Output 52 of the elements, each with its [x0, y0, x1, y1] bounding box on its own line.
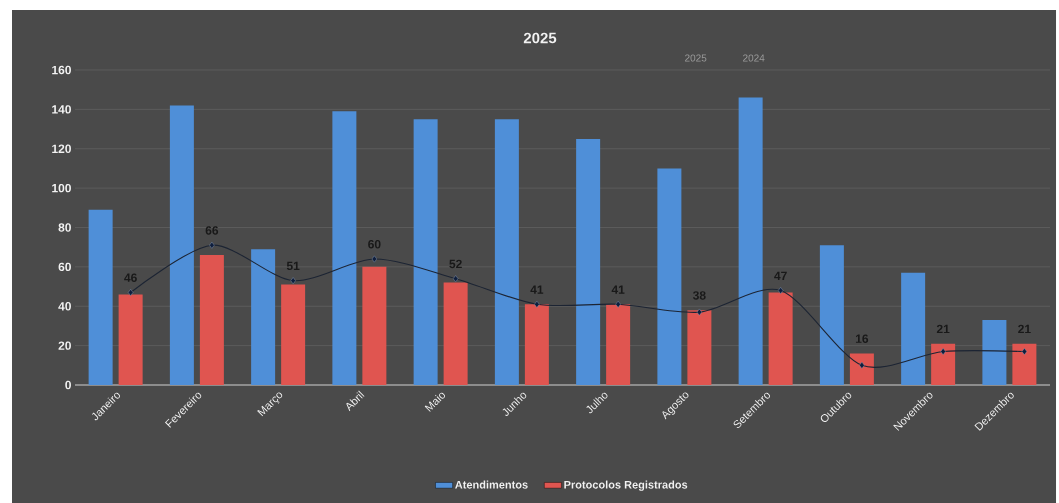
- legend-label: Atendimentos: [455, 480, 528, 489]
- point: [615, 300, 621, 308]
- bar: [901, 272, 926, 385]
- y-tick-label: 160: [52, 65, 71, 75]
- bar: [332, 111, 357, 385]
- bar: [1012, 343, 1037, 385]
- point: [128, 289, 134, 296]
- bar: [494, 119, 519, 385]
- text: 2024: [743, 54, 765, 62]
- y-tick-label: 40: [58, 302, 71, 311]
- point: [534, 300, 540, 308]
- bar: [849, 353, 874, 385]
- bar: [524, 304, 549, 385]
- bar: [362, 266, 387, 385]
- bar: [819, 245, 844, 385]
- bar: [657, 168, 682, 385]
- y-tick-label: 120: [52, 144, 71, 153]
- bar: [768, 292, 793, 385]
- point: [453, 275, 459, 283]
- y-tick-label: 140: [52, 105, 71, 114]
- point: [940, 348, 946, 355]
- y-tick-label: 60: [58, 262, 71, 272]
- bar: [982, 320, 1007, 385]
- y-tick-label: 0: [65, 380, 71, 390]
- point: [696, 308, 702, 316]
- text: 2025: [685, 54, 707, 62]
- point: [209, 241, 215, 249]
- bar: [118, 294, 143, 385]
- bar: [199, 255, 224, 385]
- bar: [738, 97, 763, 385]
- bar: [931, 343, 956, 385]
- data-label: 51: [286, 261, 300, 271]
- y-tick-label: 100: [52, 183, 71, 193]
- y-tick-label: 80: [58, 223, 71, 232]
- bar: [251, 249, 276, 385]
- y-tick-label: 20: [58, 341, 71, 350]
- point: [371, 255, 377, 263]
- point: [778, 287, 784, 294]
- bar: [413, 119, 438, 385]
- data-label: 52: [449, 259, 462, 269]
- legend-label: Protocolos Registrados: [564, 480, 688, 491]
- data-label: 66: [205, 226, 219, 235]
- point: [1021, 348, 1027, 355]
- bar: [576, 138, 601, 385]
- bar: [687, 310, 712, 385]
- bar: [443, 282, 468, 385]
- point: [290, 277, 296, 285]
- chart-title: 2025: [523, 32, 557, 44]
- bar: [606, 304, 631, 385]
- bar: [169, 105, 194, 385]
- bar: [88, 209, 113, 385]
- bar: [281, 284, 306, 385]
